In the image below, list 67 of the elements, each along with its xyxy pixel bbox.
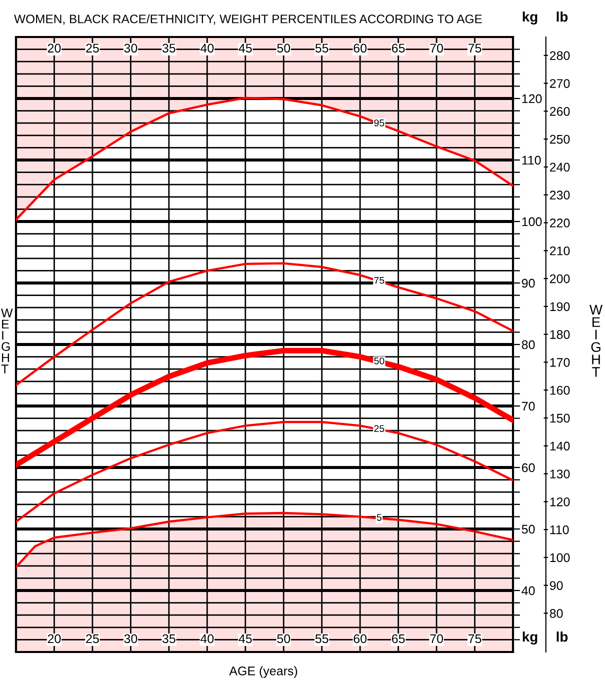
y2-tick-label: 90	[550, 581, 563, 590]
x-tick-label: 70	[430, 634, 443, 644]
x-tick-label: 55	[315, 634, 328, 644]
text: lb	[556, 12, 568, 22]
y2-tick-label: 110	[550, 525, 569, 534]
x-tick-label: 45	[238, 634, 252, 644]
x-tick-label: 60	[354, 634, 367, 644]
x2-tick-label: 45	[238, 44, 252, 53]
y2-tick-label: 250	[550, 134, 570, 144]
y2-tick-label: 100	[550, 553, 570, 562]
x-tick-label: 75	[468, 634, 482, 644]
y2-tick-label: 150	[550, 414, 570, 423]
x-tick-label: 40	[200, 634, 214, 644]
y-tick-label: 40	[522, 586, 535, 596]
text: kg	[522, 631, 538, 645]
y2-tick-label: 270	[550, 79, 570, 88]
y2-tick-label: 180	[550, 330, 570, 339]
y2-tick-label: 190	[550, 302, 570, 312]
y-tick-label: 110	[522, 156, 541, 165]
x2-tick-label: 35	[162, 44, 176, 53]
x2-tick-label: 25	[86, 44, 99, 53]
x-tick-label: 25	[86, 634, 99, 644]
x-axis-title: AGE (years)	[229, 666, 298, 678]
y-axis-title: WEIGHT	[1, 308, 13, 374]
y-tick-label: 80	[522, 340, 535, 350]
y2-tick-label: 170	[550, 358, 570, 367]
series-label: 75	[374, 276, 384, 284]
y2-tick-label: 120	[550, 497, 570, 506]
x2-tick-label: 65	[392, 44, 405, 53]
series-label: 25	[374, 425, 384, 432]
y2-tick-label: 240	[550, 162, 570, 172]
y-tick-label: 70	[522, 402, 535, 411]
y-tick-label: 60	[522, 463, 535, 472]
x2-tick-label: 60	[354, 44, 367, 53]
y2-tick-label: 140	[550, 442, 570, 451]
x2-tick-label: 30	[124, 44, 138, 53]
x-tick-label: 35	[162, 634, 176, 644]
y-tick-label: 50	[522, 524, 535, 534]
x2-tick-label: 75	[468, 44, 482, 53]
text: kg	[522, 11, 538, 25]
y2-tick-label: 200	[550, 274, 570, 284]
x-tick-label: 50	[277, 634, 290, 644]
x-tick-label: 30	[124, 634, 138, 644]
y2-tick-label: 130	[550, 470, 570, 478]
y2-tick-label: 230	[550, 190, 570, 200]
y-tick-label: 120	[522, 94, 542, 104]
y2-tick-label: 210	[550, 246, 570, 256]
y2-tick-label: 260	[550, 106, 570, 116]
text: lb	[556, 632, 568, 642]
x2-tick-label: 50	[277, 44, 290, 53]
x2-tick-label: 70	[430, 44, 443, 53]
chart-title: WOMEN, BLACK RACE/ETHNICITY, WEIGHT PERCENTILES ACCORDING TO AGE	[14, 14, 482, 25]
y2-tick-label: 160	[550, 386, 570, 395]
y-tick-label: 90	[522, 278, 535, 288]
y2-tick-label: 80	[550, 609, 563, 618]
x2-tick-label: 20	[48, 44, 61, 53]
series-label: 95	[374, 119, 384, 126]
x-tick-label: 65	[392, 634, 405, 644]
x-tick-label: 20	[48, 634, 61, 644]
y2-tick-label: 280	[550, 51, 570, 60]
y2-axis-title: WEIGHT	[590, 304, 603, 377]
x2-tick-label: 55	[315, 44, 328, 53]
series-label: 5	[376, 514, 382, 521]
x2-tick-label: 40	[200, 44, 214, 53]
y-tick-label: 100	[522, 217, 542, 226]
y2-tick-label: 220	[550, 218, 570, 228]
series-label: 50	[374, 357, 384, 364]
